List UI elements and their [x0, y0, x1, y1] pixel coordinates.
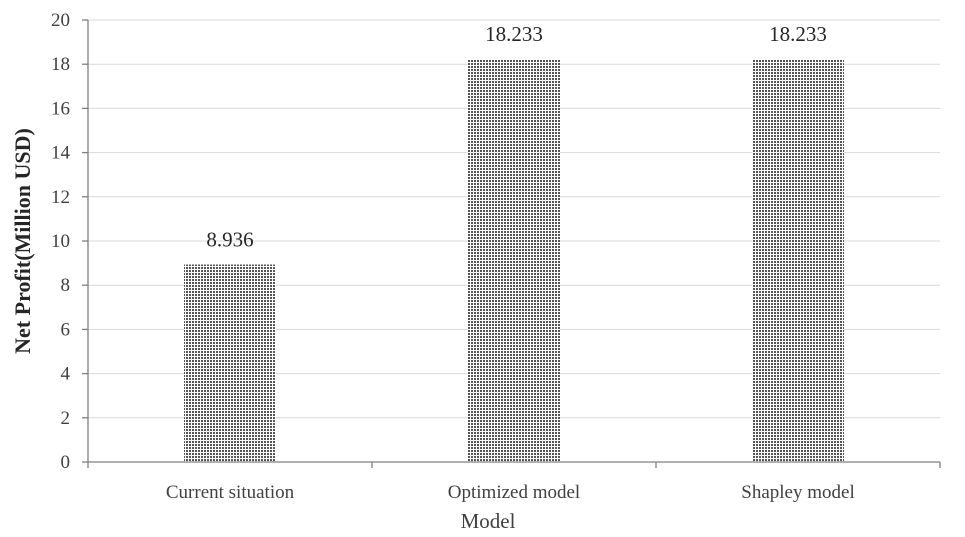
axes	[82, 19, 941, 468]
x-tick-labels: Current situation Optimized model Shapley …	[166, 482, 855, 503]
x-tick-label: Shapley model	[741, 482, 854, 503]
bar-data-label: 18.233	[769, 22, 827, 46]
y-tick-labels: 0 2 4 6 8 10 12 14 16 18 20	[51, 10, 71, 473]
x-tick-label: Optimized model	[448, 482, 580, 503]
y-tick-label: 12	[51, 187, 70, 208]
y-tick-label: 14	[51, 143, 71, 164]
y-tick-label: 20	[51, 10, 70, 31]
bar	[468, 59, 560, 463]
bars	[184, 59, 844, 463]
x-axis-title: Model	[461, 509, 516, 533]
y-tick-label: 0	[61, 452, 71, 473]
bar	[184, 264, 276, 462]
y-tick-label: 6	[61, 319, 71, 340]
bar-data-label: 18.233	[485, 22, 543, 46]
y-tick-label: 10	[51, 231, 70, 252]
data-labels: 8.936 18.233 18.233	[206, 22, 827, 251]
y-tick-label: 4	[61, 364, 71, 385]
y-tick-label: 16	[51, 98, 70, 119]
x-tick-label: Current situation	[166, 482, 295, 503]
bar	[752, 59, 844, 463]
y-tick-label: 18	[51, 54, 70, 75]
bar-data-label: 8.936	[206, 228, 253, 252]
y-tick-label: 2	[61, 408, 71, 429]
y-tick-label: 8	[61, 275, 71, 296]
y-axis-title: Net Profit(Million USD)	[10, 128, 35, 354]
